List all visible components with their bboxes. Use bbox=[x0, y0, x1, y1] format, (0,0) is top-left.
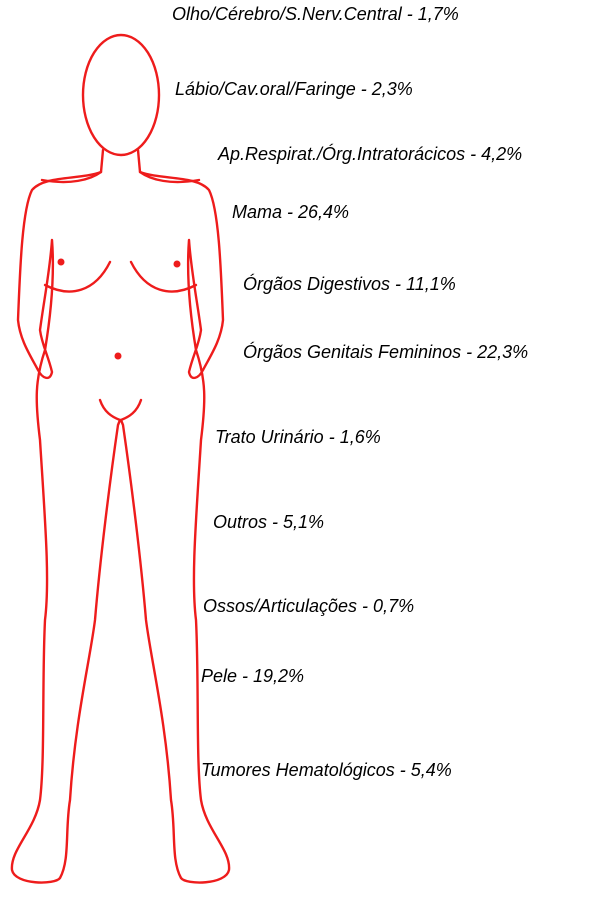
site-label: Trato Urinário - 1,6% bbox=[215, 427, 381, 447]
site-label: Tumores Hematológicos - 5,4% bbox=[201, 760, 452, 780]
navel bbox=[115, 353, 122, 360]
site-label: Lábio/Cav.oral/Faringe - 2,3% bbox=[175, 79, 413, 99]
labels: Olho/Cérebro/S.Nerv.Central - 1,7% Lábio/… bbox=[172, 4, 528, 780]
site-label: Olho/Cérebro/S.Nerv.Central - 1,7% bbox=[172, 4, 459, 24]
left-half bbox=[12, 150, 120, 883]
site-label: Mama - 26,4% bbox=[232, 202, 349, 222]
site-label: Ap.Respirat./Órg.Intratorácicos - 4,2% bbox=[217, 143, 522, 164]
nipple bbox=[58, 259, 65, 266]
site-label: Pele - 19,2% bbox=[201, 666, 304, 686]
diagram: Olho/Cérebro/S.Nerv.Central - 1,7% Lábio/… bbox=[0, 0, 593, 899]
site-label: Ossos/Articulações - 0,7% bbox=[203, 596, 414, 616]
nipple bbox=[174, 261, 181, 268]
site-label: Outros - 5,1% bbox=[213, 512, 324, 532]
site-label: Órgãos Digestivos - 11,1% bbox=[243, 273, 456, 294]
head bbox=[83, 35, 159, 155]
site-label: Órgãos Genitais Femininos - 22,3% bbox=[243, 341, 528, 362]
body-outline bbox=[12, 35, 229, 883]
